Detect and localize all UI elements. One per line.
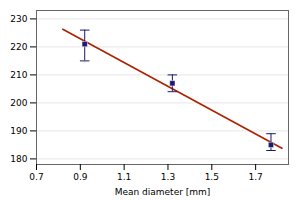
svg-text:1.1: 1.1	[117, 172, 131, 182]
svg-text:1.7: 1.7	[248, 172, 262, 182]
svg-text:1.3: 1.3	[161, 172, 175, 182]
svg-text:0.7: 0.7	[29, 172, 43, 182]
svg-text:190: 190	[10, 126, 27, 136]
svg-text:230: 230	[10, 14, 27, 24]
svg-text:220: 220	[10, 42, 27, 52]
svg-text:0.9: 0.9	[73, 172, 88, 182]
svg-text:210: 210	[10, 70, 27, 80]
svg-text:Mean diameter [mm]: Mean diameter [mm]	[115, 187, 211, 197]
svg-text:200: 200	[10, 98, 27, 108]
svg-text:1.5: 1.5	[205, 172, 219, 182]
svg-text:180: 180	[10, 154, 27, 164]
